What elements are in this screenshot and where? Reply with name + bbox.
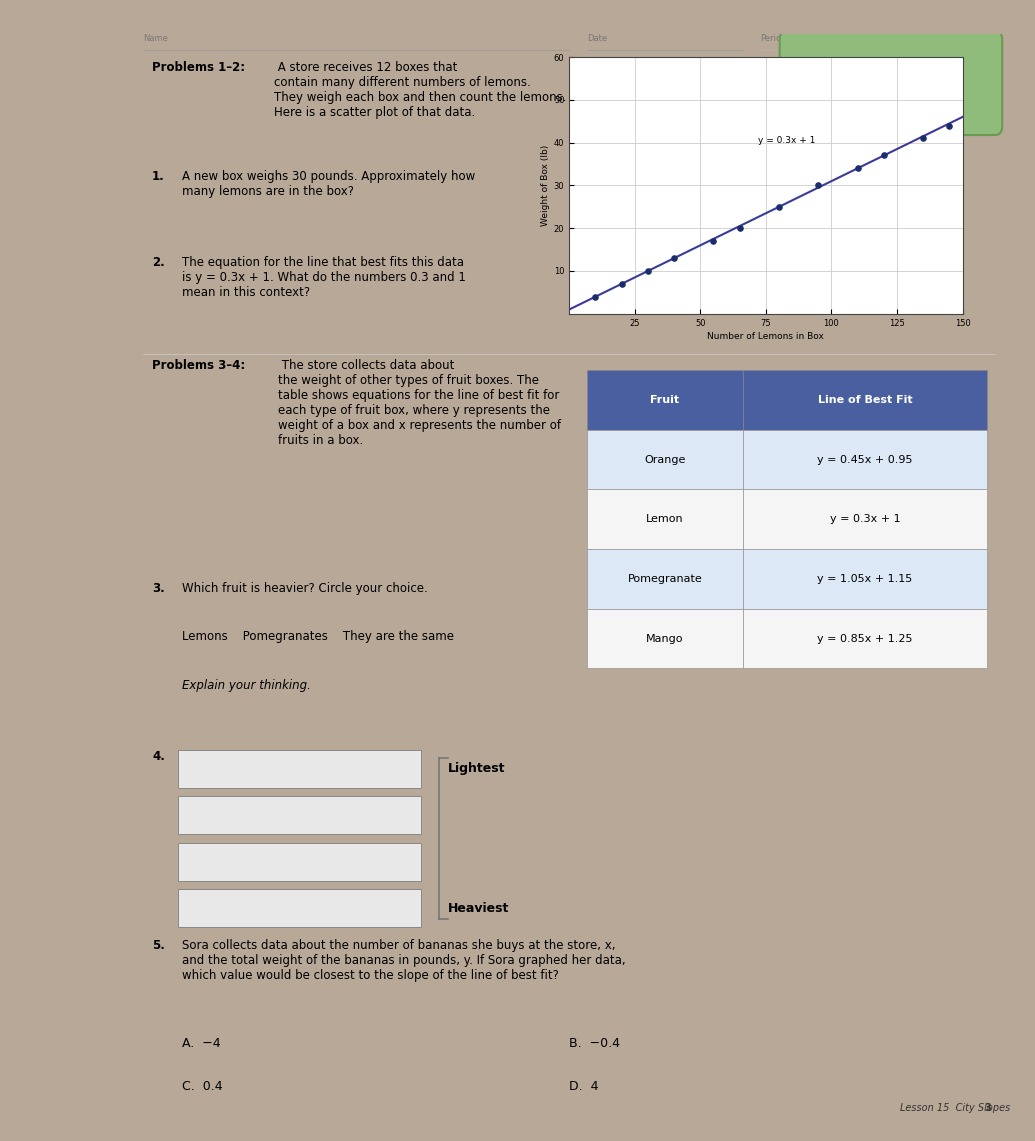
Bar	[587, 489, 743, 549]
Bar	[178, 750, 421, 787]
Text: C.  0.4: C. 0.4	[182, 1081, 223, 1093]
Text: Name: Name	[143, 34, 168, 43]
Text: Problems 1–2:: Problems 1–2:	[152, 62, 245, 74]
Text: 4.: 4.	[152, 750, 165, 762]
Text: Date: Date	[587, 34, 607, 43]
Bar	[178, 796, 421, 834]
Point	[941, 116, 957, 135]
Bar	[743, 549, 986, 608]
Point	[810, 176, 827, 194]
Bar	[178, 890, 421, 928]
Point	[915, 129, 932, 147]
Text: y = 1.05x + 1.15: y = 1.05x + 1.15	[818, 574, 913, 584]
Bar	[743, 608, 986, 669]
Text: 2.: 2.	[152, 257, 165, 269]
Text: Pomegranate: Pomegranate	[627, 574, 703, 584]
Text: 3.: 3.	[152, 582, 165, 594]
Text: Fruit: Fruit	[650, 395, 679, 405]
Bar	[743, 489, 986, 549]
Text: Heaviest: Heaviest	[447, 901, 509, 915]
Text: Practice: Practice	[859, 62, 923, 76]
Bar	[587, 370, 743, 430]
Text: Explain your thinking.: Explain your thinking.	[182, 679, 312, 693]
FancyBboxPatch shape	[779, 31, 1002, 135]
Text: Lemons    Pomegranates    They are the same: Lemons Pomegranates They are the same	[182, 630, 454, 644]
Point	[876, 146, 892, 164]
Text: Lesson 15  City Slopes: Lesson 15 City Slopes	[899, 1102, 1010, 1112]
Point	[732, 219, 748, 237]
Bar	[178, 843, 421, 881]
Text: Sora collects data about the number of bananas she buys at the store, x,
and the: Sora collects data about the number of b…	[182, 939, 626, 982]
Text: Period: Period	[761, 34, 787, 43]
Text: Order these fruits by their weight.: Order these fruits by their weight.	[182, 750, 385, 762]
Text: Problems 3–4:: Problems 3–4:	[152, 359, 245, 372]
Text: The store collects data about
the weight of other types of fruit boxes. The
tabl: The store collects data about the weight…	[278, 359, 561, 447]
Text: Which fruit is heavier? Circle your choice.: Which fruit is heavier? Circle your choi…	[182, 582, 428, 594]
Text: B.  −0.4: B. −0.4	[569, 1037, 620, 1050]
Text: Line of Best Fit: Line of Best Fit	[818, 395, 912, 405]
Text: D.  4: D. 4	[569, 1081, 599, 1093]
Text: Lemon: Lemon	[646, 515, 684, 525]
Bar	[743, 430, 986, 489]
Text: y = 0.3x + 1: y = 0.3x + 1	[758, 136, 816, 145]
X-axis label: Number of Lemons in Box: Number of Lemons in Box	[708, 332, 824, 341]
Point	[640, 261, 656, 280]
Bar	[587, 430, 743, 489]
Text: y = 0.45x + 0.95: y = 0.45x + 0.95	[817, 454, 913, 464]
Point	[705, 232, 721, 250]
Point	[666, 249, 682, 267]
Point	[614, 275, 630, 293]
Text: Mango: Mango	[646, 633, 684, 644]
Text: The equation for the line that best fits this data
is y = 0.3x + 1. What do the : The equation for the line that best fits…	[182, 257, 466, 299]
Text: 5.: 5.	[152, 939, 165, 953]
Point	[587, 288, 603, 306]
Text: Lightest: Lightest	[447, 762, 505, 775]
Text: 3: 3	[984, 1102, 990, 1112]
Text: 3.15: 3.15	[874, 103, 908, 118]
Bar	[743, 370, 986, 430]
Text: 1.: 1.	[152, 170, 165, 183]
Point	[850, 159, 866, 177]
Text: A store receives 12 boxes that
contain many different numbers of lemons.
They we: A store receives 12 boxes that contain m…	[273, 62, 566, 120]
Bar	[587, 549, 743, 608]
Point	[771, 197, 788, 216]
Text: A new box weighs 30 pounds. Approximately how
many lemons are in the box?: A new box weighs 30 pounds. Approximatel…	[182, 170, 476, 197]
Bar	[587, 608, 743, 669]
Text: y = 0.3x + 1: y = 0.3x + 1	[829, 515, 900, 525]
Text: A.  −4: A. −4	[182, 1037, 221, 1050]
Text: Orange: Orange	[644, 454, 685, 464]
Y-axis label: Weight of Box (lb): Weight of Box (lb)	[540, 145, 550, 226]
Text: y = 0.85x + 1.25: y = 0.85x + 1.25	[817, 633, 913, 644]
